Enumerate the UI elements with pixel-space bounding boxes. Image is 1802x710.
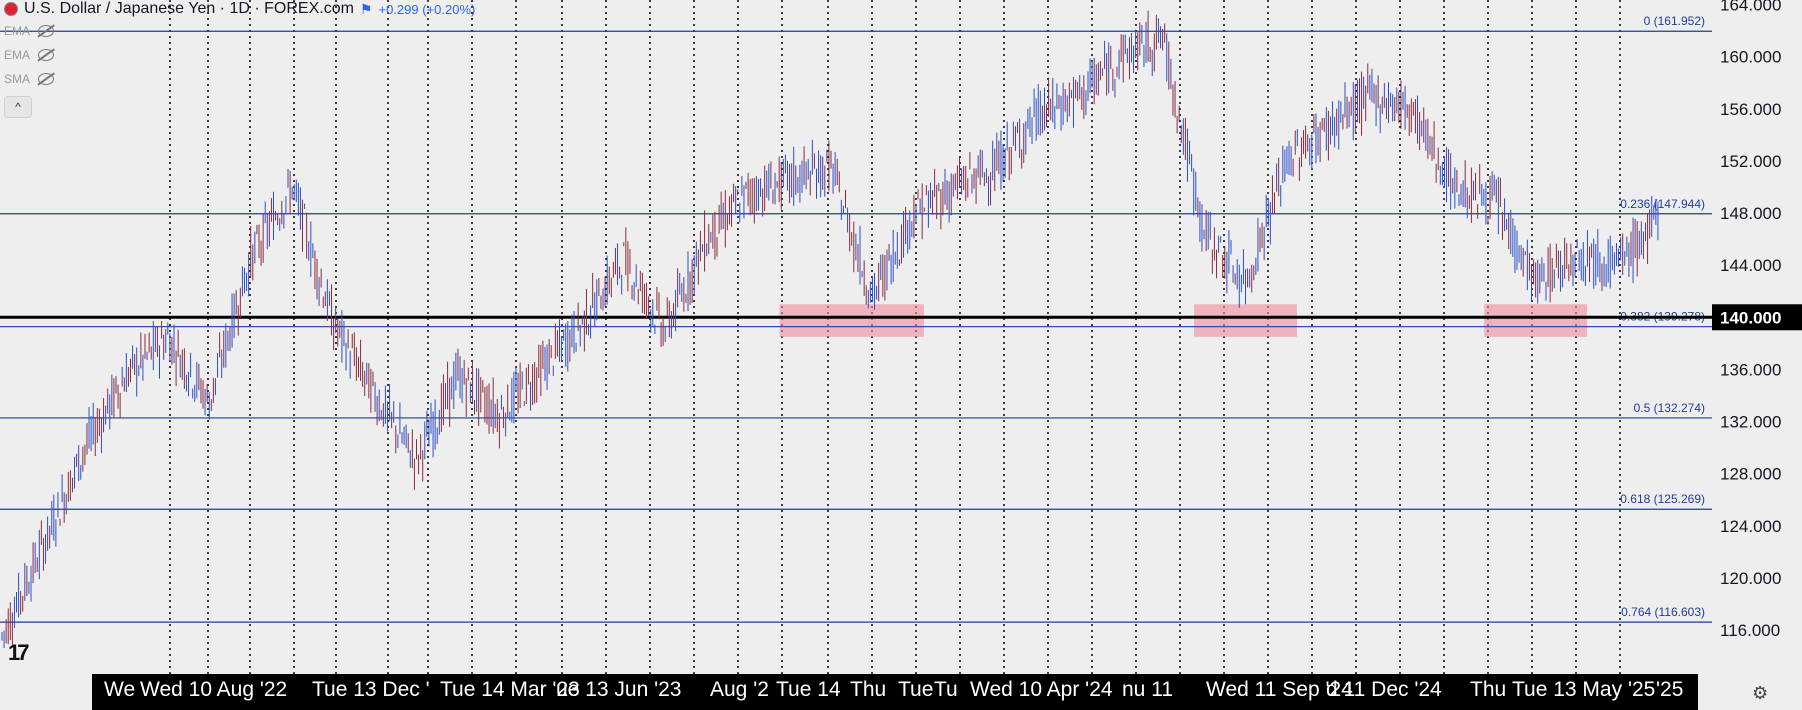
eye-hidden-icon[interactable]: [38, 25, 55, 37]
fib-level-label: 0.236 (147.944): [1620, 197, 1705, 211]
price-tick-label: 116.000: [1720, 621, 1780, 640]
time-axis-label: Wed 10 Aug '22: [140, 678, 288, 701]
indicator-label: SMA: [4, 72, 31, 86]
price-tick-label: 164.000: [1720, 0, 1781, 15]
time-axis-label: Wed 10 Apr '24: [970, 678, 1113, 701]
settings-icon[interactable]: ⚙: [1752, 683, 1769, 703]
time-axis-label: ue 13 Jun '23: [556, 678, 682, 701]
indicator-ema-2[interactable]: EMA: [4, 48, 55, 62]
support-zone: [1194, 304, 1297, 337]
us-flag-icon: [4, 2, 18, 16]
time-axis-label: Tue 13 May '25: [1512, 678, 1656, 701]
price-tick-label: 144.000: [1720, 256, 1781, 275]
indicator-sma[interactable]: SMA: [4, 72, 55, 86]
symbol-title[interactable]: U.S. Dollar / Japanese Yen · 1D · FOREX.…: [24, 0, 354, 17]
price-label-active: [1712, 304, 1802, 331]
time-axis-label: Tue 13 Dec ': [312, 678, 430, 701]
support-zone: [779, 304, 924, 337]
indicator-ema-1[interactable]: EMA: [4, 24, 55, 38]
price-tick-label: 136.000: [1720, 360, 1781, 379]
time-axis-label: d 11 Dec '24: [1326, 678, 1442, 701]
time-axis-label: We: [104, 678, 136, 701]
time-axis-label: Tue 14 Mar '23: [440, 678, 580, 701]
fib-level-label: 0.618 (125.269): [1620, 492, 1705, 506]
price-tick-label: 156.000: [1720, 100, 1781, 119]
time-axis-label: Thu: [1470, 678, 1507, 701]
price-tick-label: 140.000: [1720, 308, 1781, 327]
time-axis-label: Thu: [850, 678, 887, 701]
fib-level-label: 0.764 (116.603): [1621, 605, 1705, 619]
eye-hidden-icon[interactable]: [38, 49, 55, 61]
indicator-label: EMA: [4, 24, 31, 38]
price-tick-label: 148.000: [1720, 204, 1781, 223]
fib-level-label: 0.5 (132.274): [1634, 401, 1705, 415]
flag-icon[interactable]: ⚑: [359, 0, 373, 17]
time-axis-label: Tu: [934, 678, 958, 701]
indicator-label: EMA: [4, 48, 31, 62]
tradingview-logo[interactable]: 17: [8, 640, 30, 665]
time-axis-label: Tue: [898, 678, 934, 701]
time-axis-label: Tue 14: [776, 678, 841, 701]
fib-level-label: 0 (161.952): [1644, 14, 1705, 28]
price-tick-label: 128.000: [1720, 465, 1781, 484]
price-tick-label: 152.000: [1720, 152, 1781, 171]
price-change: +0.299 (+0.20%): [378, 1, 476, 17]
time-axis-label: Wed 11 Sep '24: [1206, 678, 1353, 701]
price-tick-label: 120.000: [1720, 569, 1781, 588]
chart-legend: U.S. Dollar / Japanese Yen · 1D · FOREX.…: [4, 0, 475, 18]
eye-hidden-icon[interactable]: [38, 73, 55, 85]
time-axis-label: nu 11: [1122, 678, 1173, 701]
price-axis-bg: [1712, 0, 1802, 674]
time-axis-label: Aug '2: [710, 678, 769, 701]
price-tick-label: 124.000: [1720, 517, 1781, 536]
collapse-indicators-button[interactable]: ^: [4, 96, 32, 118]
time-axis-label: '25: [1656, 678, 1684, 701]
time-axis[interactable]: [92, 674, 1698, 710]
support-zone: [1484, 304, 1588, 337]
price-tick-label: 132.000: [1720, 413, 1781, 432]
price-tick-label: 160.000: [1720, 48, 1781, 67]
